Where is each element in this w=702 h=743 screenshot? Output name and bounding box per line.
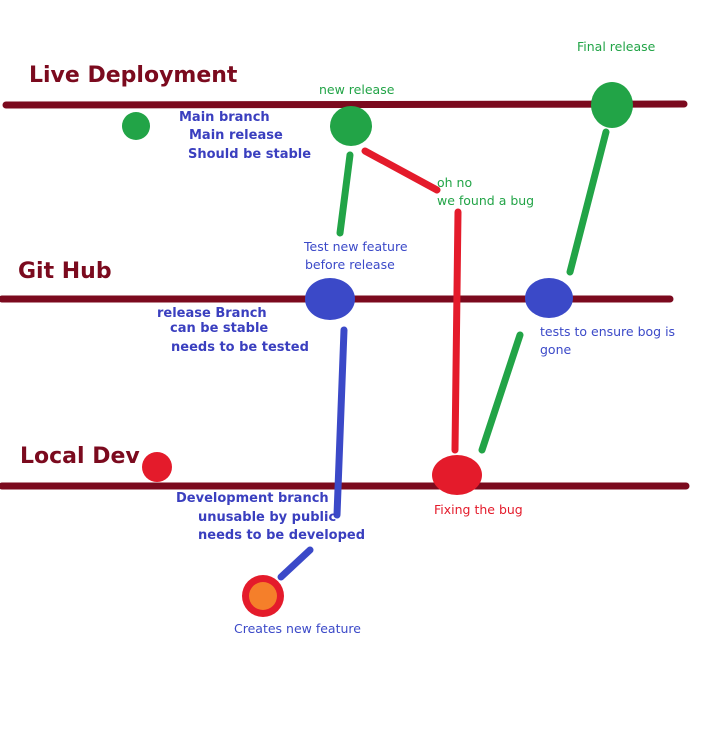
final-release-label: Final release — [577, 39, 656, 54]
fixing-bug-label: Fixing the bug — [434, 502, 523, 517]
tests-node — [525, 278, 573, 318]
lane-label-git-hub: Git Hub — [18, 259, 112, 284]
new-release-label: new release — [319, 82, 395, 97]
main-branch-note: Main branch — [179, 110, 270, 125]
new-feature-node-core — [249, 582, 277, 610]
release-branch-note: can be stable — [170, 321, 269, 336]
connector-bug-to-fix — [451, 208, 462, 454]
release-branch-node — [305, 278, 355, 320]
connector-new-release-to-bug — [361, 147, 441, 194]
found-bug-label: we found a bug — [437, 193, 535, 208]
connector-tests-to-final — [566, 128, 610, 276]
main-branch-node — [122, 112, 150, 140]
connector-release-to-new-release — [336, 151, 354, 237]
dev-branch-note: Development branch — [176, 491, 329, 506]
development-branch-node — [142, 452, 172, 482]
tests-bug-gone-label: gone — [540, 342, 572, 357]
found-bug-label: oh no — [437, 175, 473, 190]
lane-label-local-dev: Local Dev — [20, 444, 140, 469]
connector-dev-to-release — [333, 326, 348, 519]
lane-label-live-deployment: Live Deployment — [29, 63, 238, 88]
final-release-node — [591, 82, 633, 128]
connector-feature-to-dev — [277, 546, 314, 581]
live-deployment-line — [2, 100, 688, 109]
dev-branch-note: unusable by public — [198, 510, 337, 525]
test-feature-label: before release — [305, 257, 395, 272]
release-branch-note: needs to be tested — [171, 340, 309, 355]
fixing-bug-node — [432, 455, 482, 495]
main-branch-note: Should be stable — [188, 147, 312, 162]
tests-bug-gone-label: tests to ensure bog is — [540, 324, 676, 339]
creates-feature-label: Creates new feature — [234, 621, 361, 636]
main-branch-note: Main release — [189, 128, 283, 143]
dev-branch-note: needs to be developed — [198, 528, 366, 543]
new-release-node — [330, 106, 372, 146]
test-feature-label: Test new feature — [304, 239, 408, 254]
connector-fix-to-tests — [478, 331, 524, 454]
release-branch-note: release Branch — [157, 306, 267, 321]
